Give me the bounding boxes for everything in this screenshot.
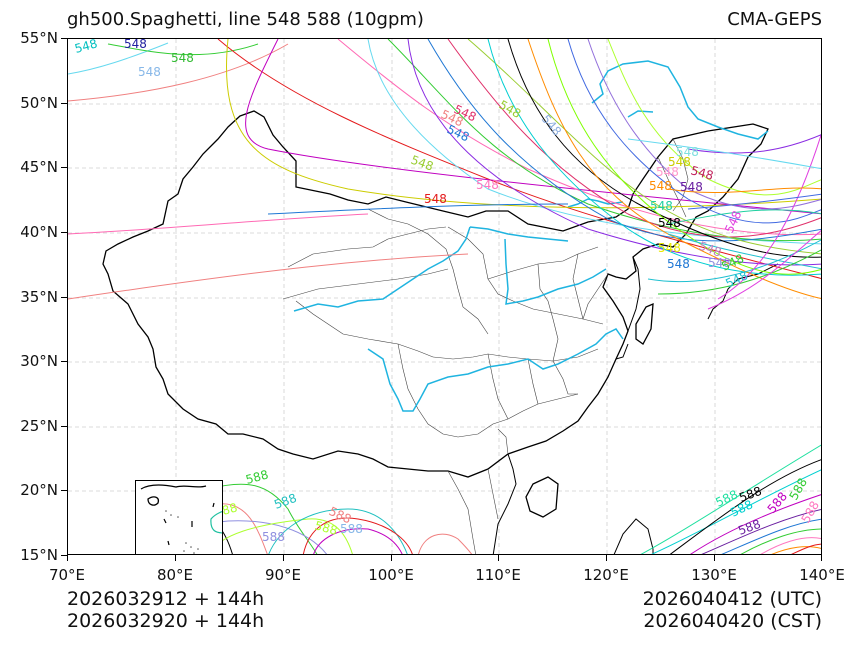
lat-tick-label: 35°N	[20, 288, 58, 306]
tick-mark	[61, 103, 67, 104]
lon-tick-label: 80°E	[156, 566, 194, 584]
lon-tick-label: 100°E	[368, 566, 414, 584]
init-time-utc: 2026032912 + 144h	[67, 588, 265, 610]
lat-tick-label: 45°N	[20, 158, 58, 176]
tick-mark	[61, 361, 67, 362]
svg-text:548: 548	[445, 122, 472, 144]
svg-text:548: 548	[476, 178, 499, 192]
tick-mark	[283, 555, 284, 561]
province-borders	[282, 138, 689, 554]
tick-mark	[391, 555, 392, 561]
svg-text:548: 548	[667, 257, 690, 271]
svg-text:548: 548	[658, 216, 681, 230]
map-panel: 548 548 548 548 548 548 548 548 548 548 …	[67, 38, 822, 555]
lat-tick-label: 40°N	[20, 223, 58, 241]
valid-time-block: 2026040412 (UTC) 2026040420 (CST)	[643, 588, 822, 632]
tick-mark	[61, 167, 67, 168]
tick-mark	[606, 555, 607, 561]
svg-text:588: 588	[262, 530, 285, 544]
lat-tick-label: 55°N	[20, 29, 58, 47]
svg-text:588: 588	[313, 518, 339, 537]
lon-tick-label: 70°E	[48, 566, 86, 584]
hainan	[525, 476, 559, 518]
svg-text:548: 548	[138, 65, 161, 79]
svg-text:548: 548	[689, 163, 715, 182]
lon-tick-label: 110°E	[475, 566, 521, 584]
contour-labels-588: 588 588 588 588 588 588 588 588 588 588 …	[180, 467, 822, 544]
taiwan	[635, 302, 654, 345]
rivers	[293, 60, 769, 412]
svg-text:588: 588	[765, 489, 790, 516]
lat-tick-label: 50°N	[20, 94, 58, 112]
svg-text:548: 548	[124, 39, 147, 51]
svg-text:548: 548	[656, 165, 679, 179]
svg-text:548: 548	[650, 199, 673, 213]
tick-mark	[67, 555, 68, 561]
lat-tick-label: 15°N	[20, 546, 58, 564]
tick-mark	[61, 555, 67, 556]
contour-labels-548: 548 548 548 548 548 548 548 548 548 548 …	[73, 39, 750, 291]
svg-text:548: 548	[658, 241, 681, 255]
tick-mark	[61, 297, 67, 298]
tick-mark	[175, 555, 176, 561]
svg-text:548: 548	[424, 192, 447, 206]
svg-text:548: 548	[73, 39, 99, 56]
svg-text:548: 548	[668, 155, 691, 169]
lon-tick-label: 140°E	[799, 566, 845, 584]
svg-text:588: 588	[272, 491, 298, 512]
svg-text:548: 548	[171, 51, 194, 65]
tick-mark	[714, 555, 715, 561]
tick-mark	[821, 555, 822, 561]
lon-tick-label: 120°E	[583, 566, 629, 584]
svg-text:548: 548	[708, 256, 731, 270]
init-time-cst: 2026032920 + 144h	[67, 610, 265, 632]
tick-mark	[61, 38, 67, 39]
tick-mark	[61, 426, 67, 427]
valid-time-utc: 2026040412 (UTC)	[642, 588, 822, 610]
svg-text:548: 548	[539, 112, 564, 139]
country-border	[102, 110, 769, 518]
init-time-block: 2026032912 + 144h 2026032920 + 144h	[67, 588, 264, 632]
svg-text:548: 548	[680, 180, 703, 194]
contours-548	[68, 39, 821, 310]
south-china-sea-inset	[135, 480, 223, 554]
svg-text:548: 548	[676, 145, 699, 159]
tick-mark	[61, 232, 67, 233]
model-name: CMA-GEPS	[727, 9, 822, 30]
svg-text:588: 588	[244, 467, 270, 486]
svg-text:548: 548	[649, 179, 672, 193]
lat-tick-label: 30°N	[20, 352, 58, 370]
lon-tick-label: 90°E	[264, 566, 302, 584]
chart-title: gh500.Spaghetti, line 548 588 (10gpm)	[67, 9, 424, 30]
svg-text:588: 588	[786, 476, 810, 503]
tick-mark	[498, 555, 499, 561]
svg-text:588: 588	[798, 499, 822, 526]
lat-tick-label: 25°N	[20, 417, 58, 435]
svg-text:588: 588	[736, 517, 762, 538]
valid-time-cst: 2026040420 (CST)	[643, 610, 822, 632]
map-canvas: 548 548 548 548 548 548 548 548 548 548 …	[68, 39, 822, 554]
tick-mark	[61, 490, 67, 491]
svg-text:588: 588	[340, 522, 363, 536]
lon-tick-label: 130°E	[691, 566, 737, 584]
lat-tick-label: 20°N	[20, 481, 58, 499]
inset-map	[140, 484, 222, 554]
